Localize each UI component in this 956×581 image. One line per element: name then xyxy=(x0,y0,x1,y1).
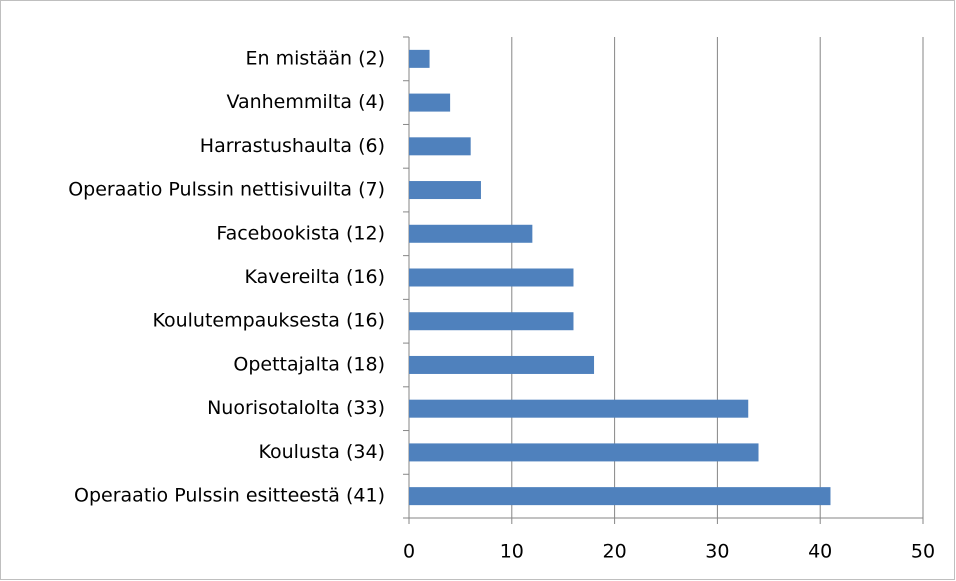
bar xyxy=(409,487,831,506)
x-tick-label: 0 xyxy=(403,541,415,563)
x-tick-label: 30 xyxy=(705,541,729,563)
x-tick-label: 20 xyxy=(603,541,627,563)
y-tick-label: Vanhemmilta (4) xyxy=(226,91,385,113)
y-tick-label: Facebookista (12) xyxy=(216,222,385,244)
bar xyxy=(409,137,471,156)
y-tick-label: Operaatio Pulssin nettisivuilta (7) xyxy=(68,179,385,201)
bar xyxy=(409,399,749,418)
y-tick-label: Operaatio Pulssin esitteestä (41) xyxy=(74,485,385,507)
y-tick-label: En mistään (2) xyxy=(245,47,385,69)
x-tick-label: 50 xyxy=(911,541,935,563)
bar xyxy=(409,49,430,68)
y-tick-label: Kavereilta (16) xyxy=(245,266,385,288)
bar xyxy=(409,443,759,462)
bar xyxy=(409,93,451,112)
bar xyxy=(409,181,481,200)
y-tick-label: Nuorisotalolta (33) xyxy=(207,397,385,419)
y-tick-label: Harrastushaulta (6) xyxy=(200,135,385,157)
x-tick-label: 10 xyxy=(500,541,524,563)
bar xyxy=(409,224,533,243)
bar xyxy=(409,312,574,331)
y-tick-label: Koulusta (34) xyxy=(258,441,385,463)
bar xyxy=(409,355,595,374)
bar xyxy=(409,268,574,287)
y-tick-label: Opettajalta (18) xyxy=(233,353,385,375)
x-tick-label: 40 xyxy=(808,541,832,563)
y-tick-label: Koulutempauksesta (16) xyxy=(152,310,385,332)
